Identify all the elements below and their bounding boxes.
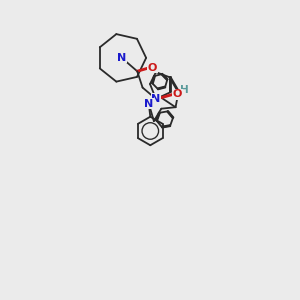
Text: N: N bbox=[151, 94, 160, 104]
Text: N: N bbox=[117, 53, 126, 63]
Text: H: H bbox=[180, 85, 189, 95]
Text: O: O bbox=[173, 89, 182, 99]
Text: O: O bbox=[148, 63, 158, 73]
Text: N: N bbox=[144, 99, 153, 109]
